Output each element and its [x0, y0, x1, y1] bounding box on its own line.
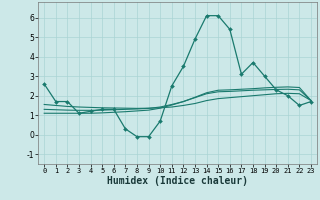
- X-axis label: Humidex (Indice chaleur): Humidex (Indice chaleur): [107, 176, 248, 186]
